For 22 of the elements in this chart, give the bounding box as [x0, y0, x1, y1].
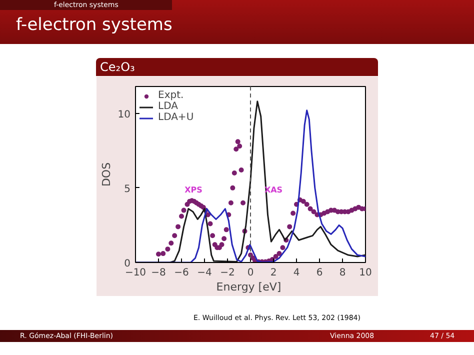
x-axis-title: Energy [eV] [216, 280, 282, 294]
x-tick-label: −10 [124, 268, 146, 278]
chart-title: f-electron systems [15, 14, 172, 37]
x-tick-label: 0 [247, 268, 254, 278]
legend-label: LDA+U [158, 112, 194, 123]
x-tick-label: 6 [316, 268, 323, 278]
x-tick-label: −8 [151, 268, 166, 278]
y-tick-label: 0 [124, 258, 131, 270]
x-tick-label: −2 [220, 268, 235, 278]
x-tick-label: 10 [359, 268, 372, 278]
legend-label: LDA [158, 101, 178, 112]
y-tick-label: 10 [118, 109, 131, 120]
x-tick-label: −6 [174, 268, 189, 278]
x-tick-label: 2 [270, 268, 277, 278]
y-tick-label: 5 [124, 184, 131, 195]
x-tick-label: 4 [293, 268, 300, 278]
y-axis-title: DOS [100, 162, 113, 187]
x-tick-label: 8 [339, 268, 346, 278]
annotation: XPS [184, 186, 203, 194]
legend-label: Expt. [158, 90, 184, 101]
chart-subtitle: Ce₂O₃ [99, 60, 135, 74]
x-tick-label: −4 [197, 268, 212, 278]
